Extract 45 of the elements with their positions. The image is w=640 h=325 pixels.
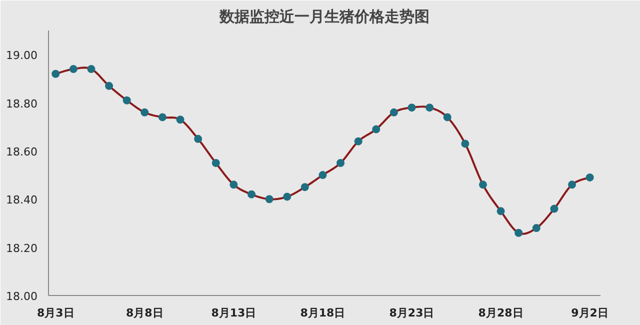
point [247,190,256,198]
point [122,96,131,104]
x-tick-label: 8月8日 [126,306,164,320]
y-tick-label: 18.00 [6,290,38,303]
y-tick-label: 18.40 [6,194,38,207]
point [283,192,292,201]
point [496,207,505,216]
x-tick-label: 8月13日 [211,306,256,320]
point [87,65,96,74]
point [408,104,416,112]
point [194,134,202,143]
point [514,228,523,237]
point [140,108,149,116]
point [52,70,60,78]
x-tick-label: 8月18日 [300,306,346,320]
point [176,116,184,124]
chart-title: 数据监控近一月生猪价格走势图 [218,8,430,26]
x-tick-label: 8月23日 [389,306,434,320]
point [105,82,114,90]
y-tick-label: 19.00 [6,49,38,62]
point [568,180,576,189]
point [158,113,166,122]
y-tick-label: 18.80 [6,97,38,110]
point [532,224,540,232]
point [478,180,487,189]
y-tick-label: 18.60 [6,145,38,158]
point [390,108,398,116]
point [550,204,558,213]
point [443,113,452,122]
point [426,104,434,112]
point [300,183,309,192]
point [372,125,380,134]
point [230,180,238,189]
point [586,173,594,182]
x-tick-label: 8月3日 [36,306,74,320]
point [336,159,345,167]
x-tick-label: 8月28日 [478,306,524,320]
point [318,171,327,180]
x-tick-label: 9月2日 [571,306,608,320]
point [265,195,274,204]
y-tick-label: 18.20 [6,242,38,255]
point [461,140,470,148]
point [69,65,78,74]
point [354,137,362,146]
point [212,159,220,167]
